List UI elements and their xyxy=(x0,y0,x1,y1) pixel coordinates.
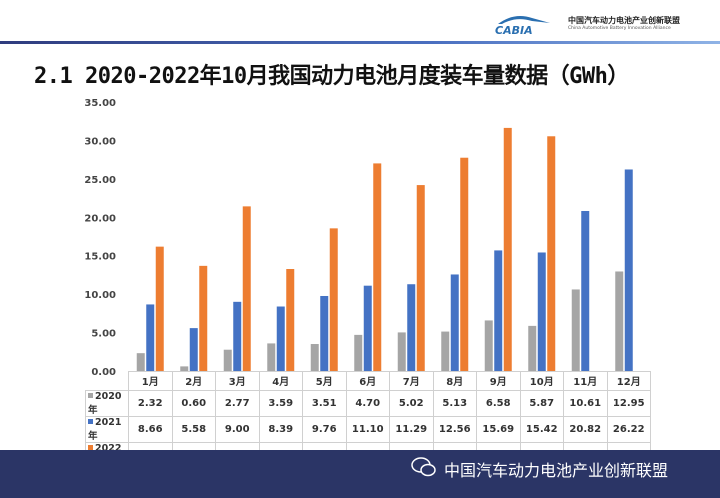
chart-title: 2.1 2020-2022年10月我国动力电池月度装车量数据（GWh） xyxy=(34,64,629,89)
table-row: 2020年 2.32 0.60 2.77 3.59 3.51 4.70 5.02 5.13 6.5… xyxy=(85,389,651,417)
bar-2022年-1月 xyxy=(155,246,164,371)
data-label: 12.56 xyxy=(432,415,477,443)
bar-2020年-1月 xyxy=(136,353,145,371)
y-tick-label: 30.00 xyxy=(84,136,116,147)
legend-swatch xyxy=(88,418,93,424)
y-tick-label: 5.00 xyxy=(91,329,116,340)
svg-text:CABIA: CABIA xyxy=(495,24,533,36)
bar-2022年-10月 xyxy=(547,136,556,371)
bar-2021年-8月 xyxy=(450,274,459,371)
table-row: 2021年 8.66 5.58 9.00 8.39 9.76 11.10 11.29 12.56… xyxy=(85,415,651,443)
cabia-logo: CABIA xyxy=(495,16,550,36)
legend-swatch xyxy=(88,392,93,398)
y-tick-label: 25.00 xyxy=(84,175,116,186)
org-name-en: China Automotive Battery Innovation Alli… xyxy=(568,26,671,31)
y-tick-label: 10.00 xyxy=(84,290,116,301)
x-tick-label: 11月 xyxy=(563,371,608,391)
org-name: 中国汽车动力电池产业创新联盟 xyxy=(568,16,680,25)
bar-2021年-10月 xyxy=(537,252,546,371)
x-tick-label: 12月 xyxy=(606,371,651,391)
bar-2020年-11月 xyxy=(571,289,580,371)
legend-entry: 2020年 xyxy=(85,389,129,417)
bar-2022年-2月 xyxy=(199,265,208,371)
bar-2021年-9月 xyxy=(494,250,503,371)
data-label: 5.02 xyxy=(389,389,434,417)
data-label: 11.29 xyxy=(389,415,434,443)
bar-2020年-10月 xyxy=(528,325,537,371)
bar-2020年-12月 xyxy=(615,271,624,371)
footer-text: 中国汽车动力电池产业创新联盟 xyxy=(444,461,669,480)
bar-2021年-6月 xyxy=(363,285,372,371)
y-tick-label: 20.00 xyxy=(84,213,116,224)
data-label: 5.13 xyxy=(432,389,477,417)
bar-2020年-9月 xyxy=(484,320,493,371)
bar-2022年-5月 xyxy=(329,228,338,371)
data-label: 12.95 xyxy=(606,389,651,417)
bar-2022年-8月 xyxy=(460,157,469,371)
bar-2021年-7月 xyxy=(407,284,416,371)
bar-2021年-2月 xyxy=(189,328,198,371)
bar-2020年-4月 xyxy=(267,343,276,371)
x-tick-label: 7月 xyxy=(389,371,434,391)
legend-swatch xyxy=(88,444,93,450)
footer-band xyxy=(0,450,720,498)
data-label: 4.70 xyxy=(345,389,390,417)
x-tick-label: 1月 xyxy=(128,371,173,391)
x-tick-label: 6月 xyxy=(345,371,390,391)
bar-2021年-5月 xyxy=(320,295,329,371)
bar-2020年-6月 xyxy=(354,334,363,371)
legend-label: 2021年 xyxy=(88,416,122,442)
bar-2021年-12月 xyxy=(624,169,633,371)
legend-entry: 2021年 xyxy=(85,415,129,443)
x-tick-label: 3月 xyxy=(215,371,260,391)
data-label: 3.51 xyxy=(302,389,347,417)
header-divider xyxy=(0,41,720,44)
data-label: 0.60 xyxy=(171,389,216,417)
data-label: 6.58 xyxy=(476,389,521,417)
data-label: 11.10 xyxy=(345,415,390,443)
bar-2022年-4月 xyxy=(286,269,295,371)
bar-2022年-7月 xyxy=(416,185,425,371)
bar-2020年-3月 xyxy=(223,349,232,371)
x-tick-label: 4月 xyxy=(258,371,303,391)
x-tick-label: 10月 xyxy=(519,371,564,391)
data-label: 5.87 xyxy=(519,389,564,417)
bar-2022年-6月 xyxy=(373,163,382,371)
bar-2022年-3月 xyxy=(242,206,251,371)
data-label: 26.22 xyxy=(606,415,651,443)
bar-2020年-5月 xyxy=(310,344,319,371)
bar-2021年-11月 xyxy=(581,210,590,371)
y-tick-label: 15.00 xyxy=(84,252,116,263)
x-tick-label: 2月 xyxy=(171,371,216,391)
data-label: 15.69 xyxy=(476,415,521,443)
data-label: 9.00 xyxy=(215,415,260,443)
data-label: 2.77 xyxy=(215,389,260,417)
x-tick-label: 9月 xyxy=(476,371,521,391)
legend-label: 2020年 xyxy=(88,390,122,416)
data-label: 15.42 xyxy=(519,415,564,443)
bar-2020年-2月 xyxy=(180,366,189,371)
bar-2022年-9月 xyxy=(503,127,512,372)
bar-2021年-1月 xyxy=(146,304,155,371)
data-label: 8.39 xyxy=(258,415,303,443)
data-label: 3.59 xyxy=(258,389,303,417)
bar-2021年-3月 xyxy=(233,301,242,371)
y-tick-label: 35.00 xyxy=(84,98,116,109)
data-label: 9.76 xyxy=(302,415,347,443)
x-tick-label: 5月 xyxy=(302,371,347,391)
data-label: 5.58 xyxy=(171,415,216,443)
data-label: 2.32 xyxy=(128,389,173,417)
bar-2020年-7月 xyxy=(397,332,406,371)
data-label: 8.66 xyxy=(128,415,173,443)
data-label: 20.82 xyxy=(563,415,608,443)
wechat-icon xyxy=(411,457,436,477)
bar-2020年-8月 xyxy=(441,331,450,371)
bar-2021年-4月 xyxy=(276,306,285,371)
x-tick-label: 8月 xyxy=(432,371,477,391)
table-corner xyxy=(85,371,129,391)
data-label: 10.61 xyxy=(563,389,608,417)
